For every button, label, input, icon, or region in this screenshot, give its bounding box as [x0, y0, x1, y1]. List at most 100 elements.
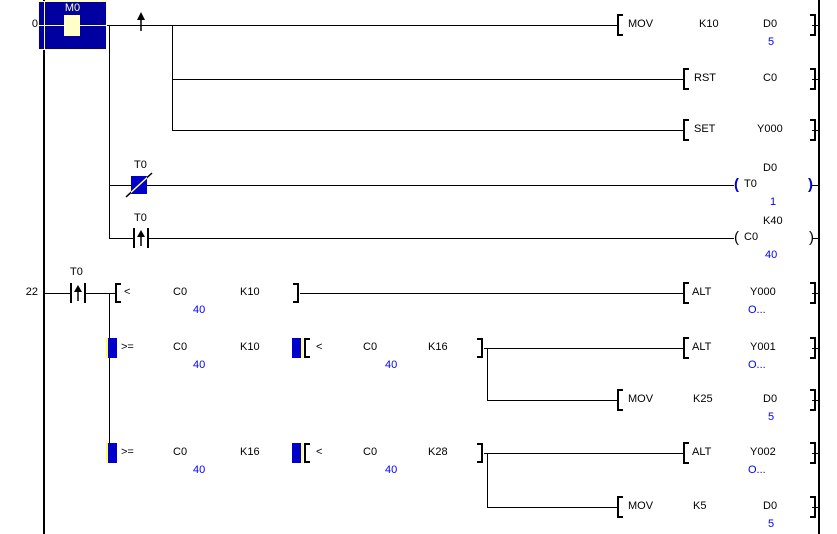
compare-operand-b[interactable]: K16 [428, 341, 448, 353]
monitor-value-d0: 5 [768, 411, 775, 423]
compare-op[interactable]: < [124, 286, 131, 298]
contact-on-mark [64, 15, 80, 36]
monitor-value-d0: 5 [768, 518, 775, 530]
instruction-alt[interactable]: ALT [692, 341, 712, 353]
contact-m0-label: M0 [64, 2, 81, 14]
compare-op[interactable]: >= [121, 341, 134, 353]
nc-contact-t0-energized-icon[interactable] [124, 171, 154, 199]
wire [109, 185, 131, 186]
instruction-alt[interactable]: ALT [692, 446, 712, 458]
compare-operand-b[interactable]: K28 [428, 446, 448, 458]
operand-dst[interactable]: D0 [763, 18, 778, 30]
monitor-value-c0: 40 [385, 359, 398, 371]
wire [109, 293, 110, 453]
operand-src[interactable]: K10 [699, 18, 719, 30]
compare-op[interactable]: < [316, 341, 323, 353]
monitor-value-c0: 40 [385, 464, 398, 476]
coil-close-paren-energized: ) [808, 176, 813, 193]
compare-operand-b[interactable]: K10 [240, 286, 260, 298]
wire [147, 185, 734, 186]
timer-coil-t0[interactable]: T0 [744, 178, 757, 190]
wire [172, 79, 684, 80]
operand-dst[interactable]: D0 [763, 393, 778, 405]
compare-close-bracket [293, 283, 299, 303]
instruction-close-bracket [810, 282, 816, 304]
instruction-open-bracket [683, 282, 689, 304]
operand-dst[interactable]: D0 [763, 500, 778, 512]
wire [86, 293, 115, 294]
instruction-set[interactable]: SET [694, 123, 716, 135]
compare-operand-a[interactable]: C0 [173, 446, 188, 458]
wire [109, 238, 133, 239]
wire [487, 453, 488, 507]
counter-preset: K40 [763, 215, 783, 227]
monitor-value-d0: 5 [768, 36, 775, 48]
rung-number-22: 22 [25, 286, 38, 298]
compare-op[interactable]: < [316, 446, 323, 458]
wire [487, 507, 618, 508]
operand-dst[interactable]: Y000 [757, 123, 783, 135]
monitor-value-c0: 40 [765, 249, 778, 261]
instruction-alt[interactable]: ALT [692, 286, 712, 298]
instruction-open-bracket [683, 442, 689, 464]
compare-operand-b[interactable]: K16 [240, 446, 260, 458]
compare-open-bracket-energized [106, 338, 117, 358]
operand-dst[interactable]: Y000 [750, 286, 776, 298]
instruction-close-bracket [810, 496, 816, 518]
cursor-cell-contact-m0[interactable]: M0 [38, 1, 107, 50]
wire [812, 185, 820, 186]
wire [812, 130, 820, 131]
wire [812, 25, 820, 26]
instruction-mov[interactable]: MOV [628, 18, 654, 30]
instruction-close-bracket [810, 337, 816, 359]
wire [149, 238, 734, 239]
instruction-open-bracket [617, 496, 623, 518]
compare-operand-a[interactable]: C0 [173, 286, 188, 298]
instruction-close-bracket [810, 68, 816, 90]
monitor-value-y002: O... [748, 464, 766, 476]
monitor-value-c0: 40 [193, 359, 206, 371]
operand-dst[interactable]: Y002 [750, 446, 776, 458]
coil-close-paren: ) [809, 229, 814, 246]
wire [812, 238, 820, 239]
compare-close-bracket [477, 443, 483, 463]
operand-dst[interactable]: C0 [763, 72, 778, 84]
operand-src[interactable]: K5 [693, 500, 707, 512]
mep-rising-pulse-icon[interactable] [135, 11, 147, 33]
contact-t0-pulse-label: T0 [70, 266, 83, 278]
instruction-close-bracket [810, 14, 816, 36]
monitor-value-y001: O... [748, 359, 766, 371]
compare-op[interactable]: >= [121, 446, 134, 458]
compare-operand-a[interactable]: C0 [363, 446, 378, 458]
monitor-value-y000: O... [748, 304, 766, 316]
wire [812, 453, 820, 454]
left-power-rail [43, 0, 45, 534]
pulse-contact-t0-icon[interactable] [133, 228, 149, 248]
instruction-mov[interactable]: MOV [628, 500, 654, 512]
wire [487, 348, 488, 400]
compare-operand-a[interactable]: C0 [363, 341, 378, 353]
wire [109, 25, 110, 239]
compare-operand-b[interactable]: K10 [240, 341, 260, 353]
instruction-rst[interactable]: RST [694, 72, 716, 84]
wire [300, 293, 683, 294]
instruction-mov[interactable]: MOV [628, 393, 654, 405]
compare-close-bracket [477, 338, 483, 358]
compare-close-bracket-energized [292, 443, 303, 463]
compare-open-bracket [304, 338, 310, 358]
compare-open-bracket-energized [106, 443, 117, 463]
instruction-open-bracket [683, 119, 689, 141]
instruction-open-bracket [617, 14, 623, 36]
operand-dst[interactable]: Y001 [750, 341, 776, 353]
right-power-rail [818, 0, 820, 534]
compare-operand-a[interactable]: C0 [173, 341, 188, 353]
wire [107, 25, 617, 26]
compare-open-bracket [304, 443, 310, 463]
counter-coil-c0[interactable]: C0 [744, 231, 759, 243]
wire [812, 400, 820, 401]
monitor-value-c0: 40 [193, 304, 206, 316]
pulse-contact-t0-icon[interactable] [70, 283, 86, 303]
operand-src[interactable]: K25 [693, 393, 713, 405]
rung-number-0: 0 [31, 18, 38, 30]
